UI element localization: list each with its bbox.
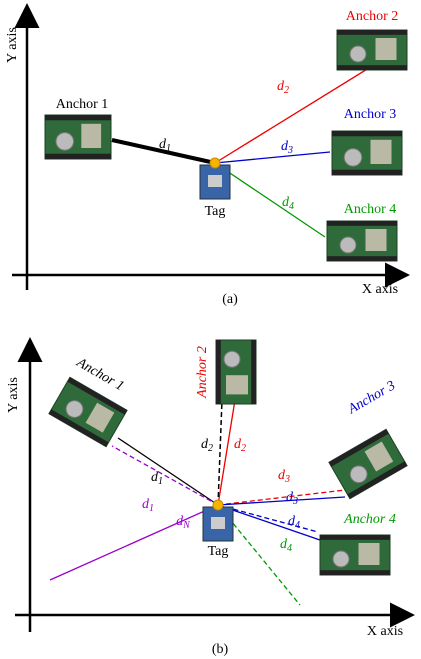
distance-label: d3 — [286, 490, 298, 507]
anchor-board — [327, 221, 397, 261]
module — [366, 229, 387, 251]
distance-sub: 3 — [284, 474, 290, 485]
anchor-board — [337, 30, 407, 70]
distance-sub: 4 — [287, 543, 292, 554]
board — [329, 429, 407, 498]
link — [218, 497, 345, 505]
distance-sub: 1 — [149, 503, 154, 514]
anchor-board — [45, 115, 111, 159]
header — [337, 65, 407, 70]
link — [215, 163, 325, 237]
distance-label: d1 — [142, 497, 154, 514]
header — [327, 256, 397, 261]
label: Tag — [208, 544, 229, 559]
distance-sub: 1 — [166, 143, 171, 154]
link — [50, 505, 218, 580]
header — [320, 535, 390, 540]
module — [359, 543, 380, 565]
label: Anchor 2 — [346, 9, 399, 24]
distance-sub: 3 — [287, 145, 293, 156]
module — [376, 38, 397, 60]
label: Y axis — [6, 377, 21, 413]
distance-sub: 2 — [208, 443, 213, 454]
distance-sub: 2 — [241, 443, 246, 454]
label: Tag — [205, 204, 226, 219]
module — [81, 124, 101, 148]
tag-chip — [211, 517, 225, 529]
label: Anchor 3 — [344, 107, 397, 122]
label: Anchor 1 — [56, 97, 109, 112]
battery — [344, 149, 362, 167]
distance-label: dN — [176, 514, 191, 531]
battery — [56, 133, 74, 151]
module — [371, 140, 392, 164]
distance-label: d3 — [281, 139, 293, 156]
header — [320, 570, 390, 575]
tag-chip — [208, 175, 222, 187]
module — [226, 375, 248, 394]
distance-label: d1 — [159, 137, 171, 154]
battery — [333, 551, 349, 567]
distance-label: d2 — [277, 79, 289, 96]
link — [218, 490, 345, 505]
label: Anchor 3 — [345, 378, 398, 417]
distance-label: d4 — [280, 537, 292, 554]
distance-label: d4 — [282, 195, 294, 212]
label: Y axis — [5, 27, 20, 63]
header — [332, 131, 402, 136]
anchor-board — [216, 340, 256, 404]
header — [216, 340, 221, 404]
distance-label: d2 — [234, 437, 246, 454]
distance-sub: 4 — [295, 520, 300, 531]
distance-label: d4 — [288, 514, 300, 531]
label: Anchor 4 — [343, 512, 396, 527]
distance-label: d2 — [201, 437, 213, 454]
anchor-board — [320, 535, 390, 575]
link — [215, 152, 330, 163]
distance-label: d3 — [278, 468, 290, 485]
label: (a) — [222, 292, 238, 307]
distance-sub: 1 — [158, 476, 163, 487]
anchor-board — [329, 429, 407, 498]
anchor-board — [332, 131, 402, 175]
header — [45, 154, 111, 159]
battery — [340, 237, 356, 253]
tag-node — [210, 158, 220, 168]
battery — [350, 46, 366, 62]
distance-sub: 3 — [292, 496, 298, 507]
label: Anchor 2 — [195, 346, 210, 399]
tag-node — [213, 500, 223, 510]
label: X axis — [362, 282, 398, 297]
header — [337, 30, 407, 35]
header — [251, 340, 256, 404]
battery — [224, 351, 240, 367]
distance-sub: 2 — [284, 85, 289, 96]
header — [327, 221, 397, 226]
label: (b) — [212, 642, 229, 657]
header — [45, 115, 111, 120]
label: Anchor 4 — [344, 202, 397, 217]
distance-sub: 4 — [289, 201, 294, 212]
label: X axis — [367, 624, 403, 639]
figure: Y axis X axis (a) Tag Anchor 1 Anchor 2 Anchor… — [0, 0, 421, 659]
header — [332, 170, 402, 175]
distance-sub: N — [182, 520, 191, 531]
link — [112, 446, 218, 505]
